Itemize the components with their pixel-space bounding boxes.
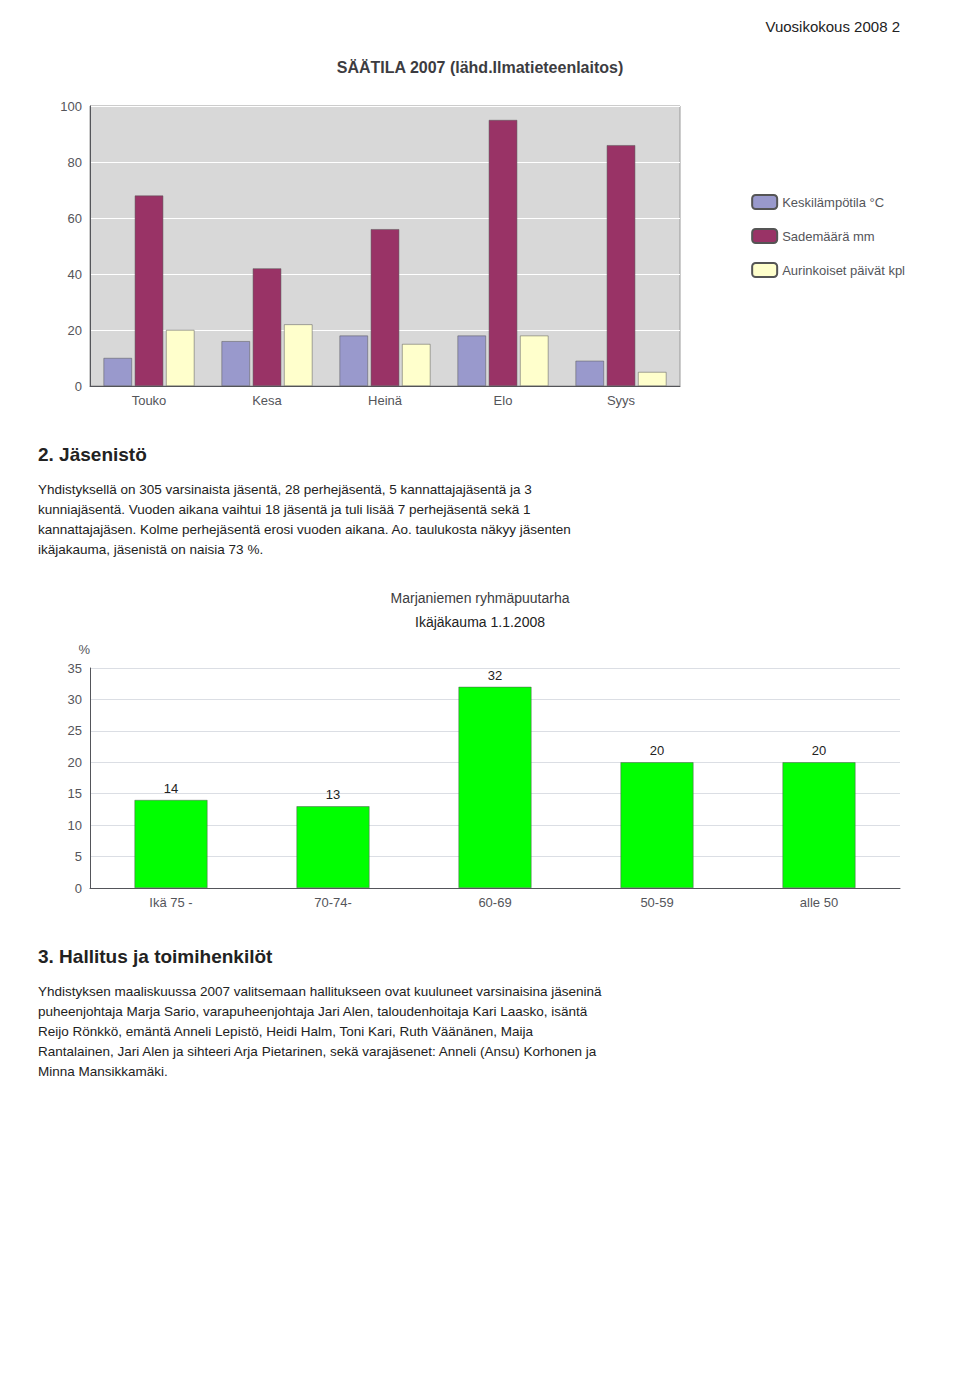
svg-text:30: 30 — [68, 692, 82, 707]
svg-text:25: 25 — [68, 723, 82, 738]
svg-text:Touko: Touko — [132, 393, 167, 408]
html-text:puheenjohtaja Marja Sario, var: puheenjohtaja Marja Sario, varapuheenjoh… — [38, 1004, 588, 1019]
svg-text:Kesa: Kesa — [252, 393, 282, 408]
svg-text:Heinä: Heinä — [368, 393, 403, 408]
html-text:3. Hallitus ja toimihenkilöt: 3. Hallitus ja toimihenkilöt — [38, 946, 273, 967]
svg-text:20: 20 — [68, 755, 82, 770]
html-text:Yhdistyksellä on 305 varsinais: Yhdistyksellä on 305 varsinaista jäsentä… — [38, 482, 532, 497]
html-text:Reijo Rönkkö, emäntä Anneli Le: Reijo Rönkkö, emäntä Anneli Lepistö, Hei… — [38, 1024, 533, 1039]
svg-text:20: 20 — [812, 743, 826, 758]
html-text:kunniajäsentä. Vuoden aikana v: kunniajäsentä. Vuoden aikana vaihtui 18 … — [38, 502, 531, 517]
svg-text:SÄÄTILA 2007 (lähd.Ilmatieteen: SÄÄTILA 2007 (lähd.Ilmatieteenlaitos) — [337, 59, 624, 76]
svg-text:20: 20 — [650, 743, 664, 758]
svg-text:Keskilämpötila °C: Keskilämpötila °C — [782, 195, 884, 210]
svg-text:20: 20 — [68, 323, 82, 338]
svg-text:14: 14 — [164, 781, 178, 796]
html-text:ikäjakauma, jäsenistä on naisi: ikäjakauma, jäsenistä on naisia 73 %. — [38, 542, 264, 557]
html-text:Vuosikokous 2008 2: Vuosikokous 2008 2 — [765, 18, 900, 35]
svg-text:5: 5 — [75, 849, 82, 864]
html-text:Yhdistyksen maaliskuussa 2007: Yhdistyksen maaliskuussa 2007 valitsemaa… — [38, 984, 602, 999]
svg-text:70-74-: 70-74- — [314, 895, 352, 910]
svg-text:Elo: Elo — [494, 393, 513, 408]
svg-text:Ikäjäkauma 1.1.2008: Ikäjäkauma 1.1.2008 — [415, 614, 545, 630]
svg-text:15: 15 — [68, 786, 82, 801]
svg-text:100: 100 — [60, 99, 82, 114]
svg-text:10: 10 — [68, 818, 82, 833]
svg-text:Ikä 75 -: Ikä 75 - — [149, 895, 192, 910]
svg-text:80: 80 — [68, 155, 82, 170]
svg-text:40: 40 — [68, 267, 82, 282]
svg-text:50-59: 50-59 — [640, 895, 673, 910]
svg-text:60-69: 60-69 — [478, 895, 511, 910]
html-text:Minna Mansikkamäki.: Minna Mansikkamäki. — [38, 1064, 168, 1079]
svg-text:Aurinkoiset päivät kpl: Aurinkoiset päivät kpl — [782, 263, 905, 278]
svg-text:Syys: Syys — [607, 393, 636, 408]
svg-text:Marjaniemen ryhmäpuutarha: Marjaniemen ryhmäpuutarha — [391, 590, 570, 606]
html-text:Rantalainen, Jari Alen ja siht: Rantalainen, Jari Alen ja sihteeri Arja … — [38, 1044, 597, 1059]
svg-text:60: 60 — [68, 211, 82, 226]
html-text:2. Jäsenistö: 2. Jäsenistö — [38, 444, 147, 465]
svg-text:alle 50: alle 50 — [800, 895, 838, 910]
svg-text:35: 35 — [68, 661, 82, 676]
svg-text:%: % — [78, 642, 90, 657]
html-text:kannattajajäsen. Kolme perhejä: kannattajajäsen. Kolme perhejäsentä eros… — [38, 522, 571, 537]
svg-text:32: 32 — [488, 668, 502, 683]
svg-text:0: 0 — [75, 881, 82, 896]
svg-text:Sademäärä mm: Sademäärä mm — [782, 229, 874, 244]
svg-text:13: 13 — [326, 787, 340, 802]
svg-text:0: 0 — [75, 379, 82, 394]
